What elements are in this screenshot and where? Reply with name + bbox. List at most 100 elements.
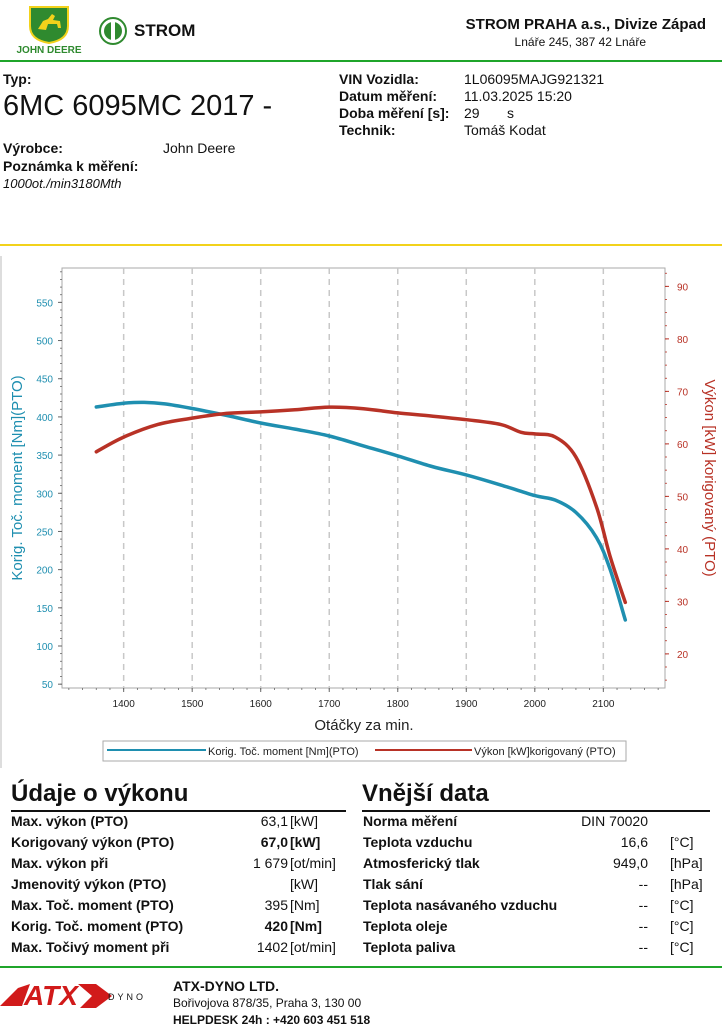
- external-row: Teplota nasávaného vzduchu -- [°C]: [363, 897, 708, 918]
- y-left-tick-label: 450: [36, 375, 53, 386]
- y-left-tick-label: 400: [36, 413, 53, 424]
- atx-logo-subtext: DYNO: [108, 992, 146, 1002]
- performance-row-unit: [kW]: [290, 813, 318, 829]
- y-left-tick-label: 550: [36, 298, 53, 309]
- x-tick-label: 2100: [592, 699, 615, 710]
- tech-label: Technik:: [339, 122, 396, 138]
- y-right-tick-label: 70: [677, 387, 689, 398]
- x-tick-label: 1600: [250, 699, 273, 710]
- external-row-value: --: [638, 876, 648, 892]
- date-label: Datum měření:: [339, 88, 438, 104]
- y-right-tick-label: 60: [677, 440, 689, 451]
- power-torque-chart: 1400 1500 1600 1700 1800 1900 2000 2100 50 100 15…: [0, 256, 718, 768]
- performance-row-unit: [kW]: [290, 876, 318, 892]
- y-left-tick-label: 150: [36, 604, 53, 615]
- external-title-underline: [362, 810, 710, 812]
- y-left-tick-label: 500: [36, 337, 53, 348]
- performance-row: Korig. Toč. moment (PTO) 420 [Nm]: [11, 918, 346, 939]
- info-divider: [0, 244, 722, 246]
- external-row-unit: [hPa]: [670, 855, 703, 871]
- legend-torque-label: Korig. Toč. moment [Nm](PTO): [208, 746, 359, 758]
- performance-row-label: Max. Točivý moment při: [11, 939, 170, 955]
- x-tick-label: 1900: [455, 699, 478, 710]
- external-row-label: Norma měření: [363, 813, 458, 829]
- performance-row-label: Max. výkon (PTO): [11, 813, 129, 829]
- external-row: Teplota oleje -- [°C]: [363, 918, 708, 939]
- y-left-tick-label: 100: [36, 642, 53, 653]
- performance-row-value: 1 679: [252, 855, 288, 871]
- external-row-unit: [hPa]: [670, 876, 703, 892]
- maker-value: John Deere: [163, 140, 236, 156]
- company-name: STROM PRAHA a.s., Divize Západ: [465, 16, 706, 33]
- note-value: 1000ot./min3180Mth: [3, 176, 122, 191]
- duration-label: Doba měření [s]:: [339, 105, 450, 121]
- external-row: Teplota vzduchu 16,6 [°C]: [363, 834, 708, 855]
- performance-row-unit: [ot/min]: [290, 939, 336, 955]
- external-row-unit: [°C]: [670, 939, 694, 955]
- y-left-tick-label: 250: [36, 527, 53, 538]
- external-row-value: --: [638, 918, 648, 934]
- vin-label: VIN Vozidla:: [339, 71, 419, 87]
- chart-legend: Korig. Toč. moment [Nm](PTO) Výkon [kW]k…: [102, 740, 627, 762]
- y-left-tick-label: 300: [36, 489, 53, 500]
- external-row-label: Teplota oleje: [363, 918, 448, 934]
- date-value: 11.03.2025 15:20: [464, 88, 572, 104]
- y-right-axis-label: Výkon [kW] korigovaný (PTO): [701, 379, 718, 576]
- performance-row: Max. Toč. moment (PTO) 395 [Nm]: [11, 897, 346, 918]
- x-tick-label: 1700: [318, 699, 341, 710]
- x-axis-label: Otáčky za min.: [314, 717, 413, 734]
- performance-row-label: Max. Toč. moment (PTO): [11, 897, 174, 913]
- performance-row-unit: [Nm]: [290, 918, 322, 934]
- performance-title-underline: [11, 810, 346, 812]
- header-divider: [0, 60, 722, 62]
- john-deere-logo-text: JOHN DEERE: [16, 45, 82, 56]
- footer-company: ATX-DYNO LTD.: [173, 978, 280, 994]
- external-row-value: DIN 70020: [581, 813, 648, 829]
- external-row-label: Atmosferický tlak: [363, 855, 480, 871]
- external-row-unit: [°C]: [670, 834, 694, 850]
- performance-row-unit: [Nm]: [290, 897, 320, 913]
- x-tick-label: 2000: [524, 699, 547, 710]
- duration-value: 29: [464, 105, 480, 121]
- performance-row-unit: [kW]: [290, 834, 321, 850]
- external-row-label: Teplota vzduchu: [363, 834, 473, 850]
- strom-logo-icon: [99, 17, 127, 45]
- performance-row: Max. Točivý moment při 1402 [ot/min]: [11, 939, 346, 960]
- performance-row-label: Korigovaný výkon (PTO): [11, 834, 175, 850]
- external-row: Tlak sání -- [hPa]: [363, 876, 708, 897]
- footer-helpdesk: HELPDESK 24h : +420 603 451 518: [173, 1013, 371, 1027]
- y-right-tick-label: 50: [677, 492, 689, 503]
- y-right-tick-label: 30: [677, 597, 689, 608]
- y-right-tick-label: 90: [677, 282, 689, 293]
- power-series-line: [94, 405, 628, 605]
- performance-row-value: 420: [264, 918, 288, 934]
- footer-divider: [0, 966, 722, 968]
- legend-power-label: Výkon [kW]korigovaný (PTO): [474, 746, 616, 758]
- note-label: Poznámka k měření:: [3, 158, 139, 174]
- performance-row-value: 63,1: [260, 813, 288, 829]
- john-deere-logo: JOHN DEERE: [8, 4, 90, 58]
- performance-row-label: Max. výkon při: [11, 855, 109, 871]
- atx-dyno-logo: ATX DYNO: [0, 978, 170, 1012]
- performance-row-value: 67,0: [260, 834, 288, 850]
- y-right-tick-label: 20: [677, 650, 689, 661]
- y-left-tick-label: 350: [36, 451, 53, 462]
- performance-row-value: 395: [264, 897, 288, 913]
- external-title: Vnější data: [362, 780, 489, 807]
- y-right-tick-label: 80: [677, 335, 689, 346]
- performance-row: Max. výkon při 1 679 [ot/min]: [11, 855, 346, 876]
- external-row-unit: [°C]: [670, 918, 694, 934]
- external-row-label: Teplota nasávaného vzduchu: [363, 897, 558, 913]
- tech-value: Tomáš Kodat: [464, 122, 546, 138]
- performance-row-label: Jmenovitý výkon (PTO): [11, 876, 167, 892]
- y-left-axis-label: Korig. Toč. moment [Nm](PTO): [9, 375, 26, 580]
- performance-row: Max. výkon (PTO) 63,1 [kW]: [11, 813, 346, 834]
- type-value: 6MC 6095MC 2017 -: [3, 90, 273, 122]
- duration-unit: s: [507, 105, 514, 121]
- vin-value: 1L06095MAJG921321: [464, 71, 605, 87]
- performance-row-unit: [ot/min]: [290, 855, 336, 871]
- atx-logo-icon: ATX DYNO: [0, 980, 146, 1011]
- x-tick-label: 1500: [181, 699, 204, 710]
- external-row-value: 949,0: [612, 855, 648, 871]
- external-row: Teplota paliva -- [°C]: [363, 939, 708, 960]
